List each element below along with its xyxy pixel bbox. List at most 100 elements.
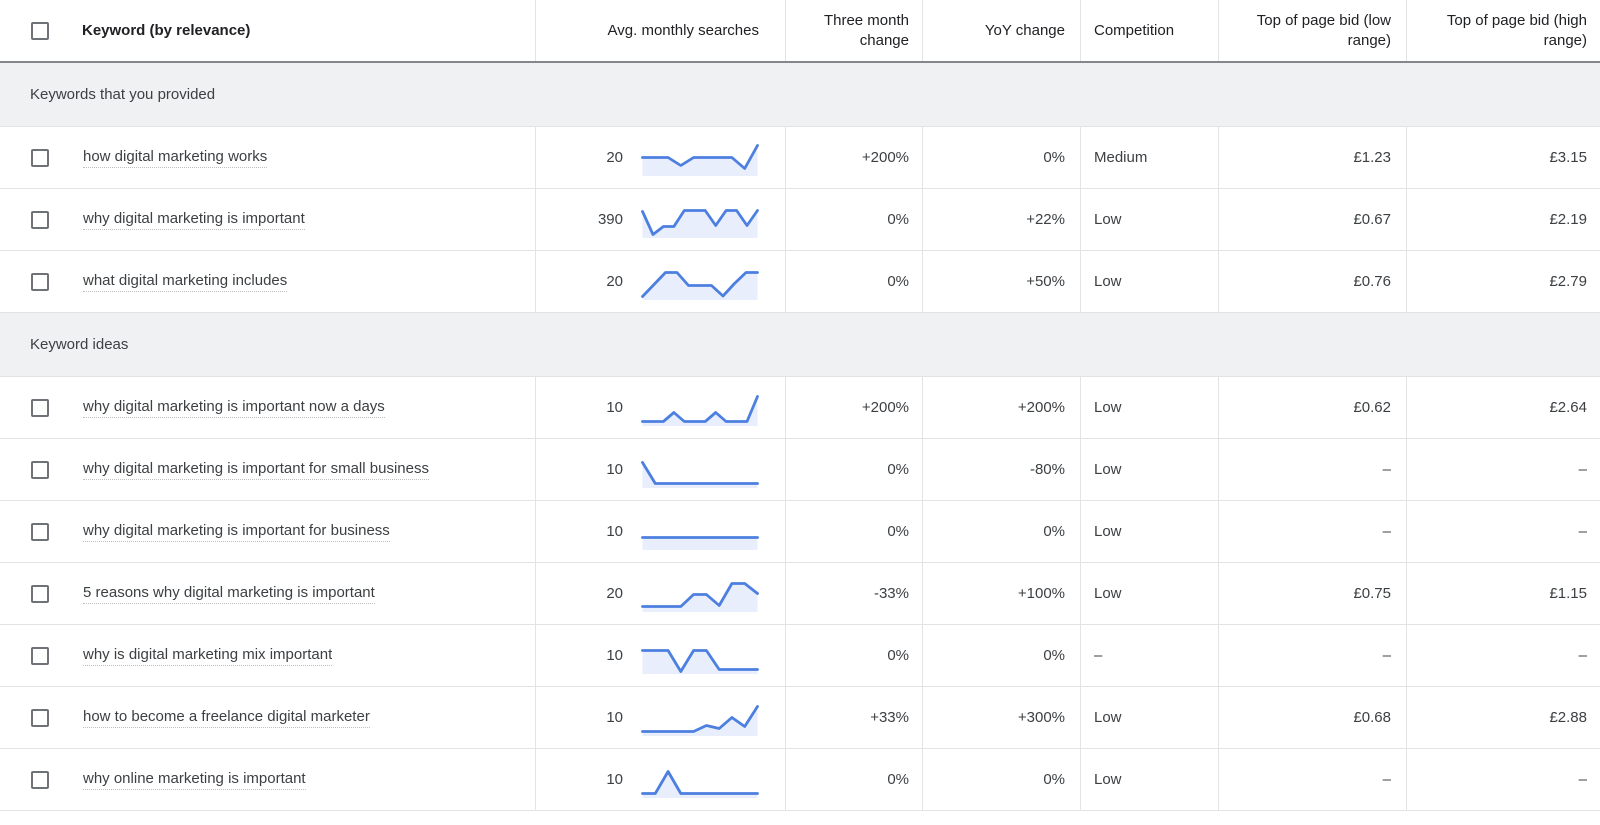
column-header-keyword[interactable]: Keyword (by relevance) — [82, 21, 251, 39]
keyword-text[interactable]: how to become a freelance digital market… — [83, 708, 370, 728]
keyword-table-row: why digital marketing is important for s… — [0, 439, 1600, 501]
top-bid-low-cell: – — [1218, 439, 1406, 500]
yoy-change-cell: -80% — [922, 439, 1080, 500]
keyword-text[interactable]: why digital marketing is important for s… — [83, 460, 429, 480]
top-bid-low-value: – — [1382, 647, 1391, 664]
three-month-change-cell: 0% — [785, 439, 922, 500]
three-month-change-value: +33% — [870, 709, 909, 726]
keyword-cell: why digital marketing is important for b… — [0, 501, 535, 562]
keyword-cell: how to become a freelance digital market… — [0, 687, 535, 748]
top-bid-high-cell: – — [1406, 501, 1600, 562]
top-bid-low-value: £0.67 — [1353, 211, 1391, 228]
top-bid-high-cell: £2.88 — [1406, 687, 1600, 748]
search-trend-sparkline — [641, 201, 759, 239]
top-bid-high-cell: £2.64 — [1406, 377, 1600, 438]
three-month-change-value: 0% — [887, 273, 909, 290]
row-checkbox[interactable] — [31, 708, 49, 727]
keyword-cell: why is digital marketing mix important — [0, 625, 535, 686]
competition-value: Medium — [1094, 149, 1148, 166]
top-bid-high-cell: – — [1406, 749, 1600, 810]
competition-value: Low — [1094, 585, 1122, 602]
header-cell-avg-monthly-searches: Avg. monthly searches — [535, 0, 785, 61]
top-bid-low-cell: – — [1218, 501, 1406, 562]
competition-cell: Low — [1080, 687, 1218, 748]
row-checkbox[interactable] — [31, 646, 49, 665]
keyword-table-row: how to become a freelance digital market… — [0, 687, 1600, 749]
yoy-change-value: 0% — [1043, 771, 1065, 788]
top-bid-low-value: £0.76 — [1353, 273, 1391, 290]
row-checkbox[interactable] — [31, 398, 49, 417]
three-month-change-cell: 0% — [785, 625, 922, 686]
avg-monthly-searches-cell: 10 — [535, 625, 785, 686]
yoy-change-value: 0% — [1043, 647, 1065, 664]
keyword-text[interactable]: 5 reasons why digital marketing is impor… — [83, 584, 375, 604]
keyword-table-row: 5 reasons why digital marketing is impor… — [0, 563, 1600, 625]
column-header-avg-monthly-searches[interactable]: Avg. monthly searches — [607, 21, 759, 39]
top-bid-low-cell: £0.76 — [1218, 251, 1406, 312]
keyword-table-row: how digital marketing works 20 +200% 0% … — [0, 127, 1600, 189]
row-checkbox[interactable] — [31, 770, 49, 789]
competition-value: Low — [1094, 399, 1122, 416]
top-bid-low-value: – — [1382, 461, 1391, 478]
header-cell-keyword: Keyword (by relevance) — [0, 0, 535, 61]
three-month-change-value: +200% — [861, 149, 909, 166]
keyword-table-row: why digital marketing is important for b… — [0, 501, 1600, 563]
keyword-text[interactable]: why online marketing is important — [83, 770, 306, 790]
search-trend-sparkline — [641, 451, 759, 489]
row-checkbox[interactable] — [31, 460, 49, 479]
keyword-text[interactable]: why digital marketing is important for b… — [83, 522, 390, 542]
avg-monthly-searches-cell: 20 — [535, 127, 785, 188]
top-bid-high-value: – — [1578, 771, 1587, 788]
avg-monthly-searches-value: 10 — [606, 709, 623, 726]
yoy-change-value: +50% — [1026, 273, 1065, 290]
column-header-top-bid-low[interactable]: Top of page bid (low range) — [1256, 11, 1391, 49]
search-trend-sparkline — [641, 761, 759, 799]
top-bid-high-value: £3.15 — [1549, 149, 1587, 166]
column-header-competition[interactable]: Competition — [1094, 21, 1175, 39]
top-bid-high-value: – — [1578, 647, 1587, 664]
section-title: Keywords that you provided — [30, 86, 216, 103]
keyword-text[interactable]: why digital marketing is important now a… — [83, 398, 385, 418]
search-trend-sparkline — [641, 139, 759, 177]
top-bid-low-value: £0.62 — [1353, 399, 1391, 416]
avg-monthly-searches-value: 10 — [606, 771, 623, 788]
keyword-table-row: why digital marketing is important now a… — [0, 377, 1600, 439]
top-bid-high-cell: £2.19 — [1406, 189, 1600, 250]
top-bid-high-cell: £2.79 — [1406, 251, 1600, 312]
top-bid-low-cell: £0.68 — [1218, 687, 1406, 748]
competition-cell: Low — [1080, 439, 1218, 500]
row-checkbox[interactable] — [31, 210, 49, 229]
yoy-change-cell: +100% — [922, 563, 1080, 624]
yoy-change-cell: +22% — [922, 189, 1080, 250]
keyword-text[interactable]: why is digital marketing mix important — [83, 646, 333, 666]
row-checkbox[interactable] — [31, 522, 49, 541]
keyword-cell: why online marketing is important — [0, 749, 535, 810]
three-month-change-value: 0% — [887, 771, 909, 788]
keyword-table-row: why online marketing is important 10 0% … — [0, 749, 1600, 811]
keyword-text[interactable]: why digital marketing is important — [83, 210, 305, 230]
header-cell-three-month-change: Three month change — [785, 0, 922, 61]
top-bid-low-value: £0.75 — [1353, 585, 1391, 602]
top-bid-low-value: £1.23 — [1353, 149, 1391, 166]
keyword-text[interactable]: what digital marketing includes — [83, 272, 288, 292]
yoy-change-value: -80% — [1029, 461, 1065, 478]
column-header-three-month-change[interactable]: Three month change — [823, 11, 909, 49]
top-bid-low-cell: £1.23 — [1218, 127, 1406, 188]
avg-monthly-searches-cell: 390 — [535, 189, 785, 250]
three-month-change-cell: +200% — [785, 377, 922, 438]
search-trend-sparkline — [641, 513, 759, 551]
row-checkbox[interactable] — [31, 148, 49, 167]
top-bid-high-value: £2.64 — [1549, 399, 1587, 416]
column-header-top-bid-high[interactable]: Top of page bid (high range) — [1446, 11, 1587, 49]
select-all-checkbox[interactable] — [31, 21, 49, 40]
three-month-change-cell: 0% — [785, 749, 922, 810]
search-trend-sparkline — [641, 699, 759, 737]
three-month-change-value: -33% — [873, 585, 909, 602]
yoy-change-cell: 0% — [922, 625, 1080, 686]
keyword-text[interactable]: how digital marketing works — [83, 148, 268, 168]
competition-cell: – — [1080, 625, 1218, 686]
row-checkbox[interactable] — [31, 584, 49, 603]
keyword-table-row: what digital marketing includes 20 0% +5… — [0, 251, 1600, 313]
column-header-yoy-change[interactable]: YoY change — [984, 21, 1065, 39]
row-checkbox[interactable] — [31, 272, 49, 291]
